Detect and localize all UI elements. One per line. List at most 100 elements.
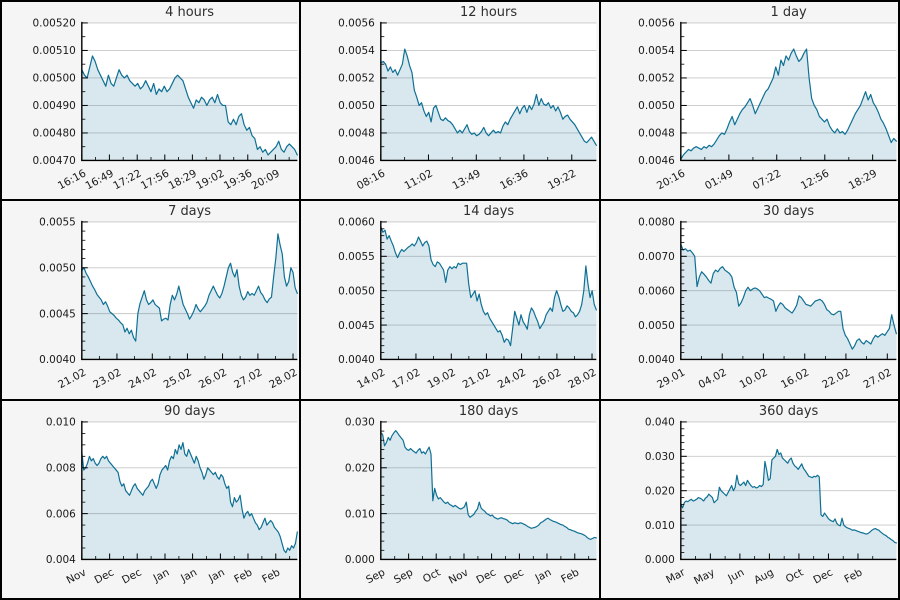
x-tick-label: 26.02 — [532, 367, 564, 392]
chart-panel: 0.0046 0.0048 0.0050 0.0052 0.0054 0.0056 08:1… — [301, 2, 599, 200]
y-tick-label: 0.0056 — [338, 18, 375, 30]
x-tick-label: Dec — [811, 566, 835, 586]
x-tick-label: Feb — [232, 566, 254, 585]
area-series — [680, 244, 897, 360]
plot-background — [381, 421, 597, 560]
chart-panel: 0.0040 0.0050 0.0060 0.0070 0.0080 29.01 04.02… — [600, 201, 898, 399]
y-tick-label: 0.010 — [644, 520, 674, 532]
y-tick-label: 0.0070 — [638, 251, 675, 263]
y-tick-label: 0.0045 — [39, 309, 76, 321]
y-tick-label: 0.0052 — [638, 73, 675, 85]
y-tick-label: 0.0046 — [638, 155, 675, 167]
chart-360-days: 0.000 0.010 0.020 0.030 0.040 Mar May Jun Aug Oct… — [644, 404, 897, 587]
x-tick-label: Sep — [364, 566, 387, 586]
x-tick-label: 14.02 — [355, 367, 387, 392]
y-tick-label: 0.040 — [644, 416, 674, 428]
area-series — [381, 430, 597, 560]
chart-title: 7 days — [168, 204, 211, 219]
y-tick-label: 0.000 — [345, 554, 375, 566]
y-tick-label: 0.0046 — [338, 155, 375, 167]
line-series — [679, 48, 897, 160]
area-series — [81, 55, 298, 161]
x-tick-label: 16:49 — [83, 167, 115, 192]
chart-title: 4 hours — [165, 5, 214, 20]
y-tick-label: 0.0040 — [638, 355, 675, 367]
x-tick-label: 18:29 — [166, 167, 198, 192]
x-tick-label: Dec — [93, 566, 117, 586]
x-tick-label: Nov — [65, 566, 89, 586]
x-tick-label: 20:09 — [249, 167, 281, 192]
x-tick-label: Oct — [783, 566, 805, 585]
y-tick-label: 0.010 — [46, 416, 76, 428]
plot-background — [381, 22, 597, 161]
x-tick-label: Dec — [120, 566, 144, 586]
x-tick-label: Jan — [206, 566, 227, 585]
area-series — [381, 49, 597, 161]
chart-panel: 0.0046 0.0048 0.0050 0.0052 0.0054 0.0056 20:1… — [600, 2, 898, 200]
x-tick-label: Dec — [475, 566, 499, 586]
x-tick-label: 19.02 — [426, 367, 458, 392]
y-tick-label: 0.00520 — [33, 18, 76, 30]
x-tick-label: 27.02 — [232, 367, 264, 392]
area-series — [680, 49, 897, 161]
x-tick-label: 29.01 — [655, 367, 687, 392]
x-tick-label: Jan — [178, 566, 199, 585]
y-tick-label: 0.0045 — [338, 320, 375, 332]
x-tick-label: 10.02 — [737, 367, 769, 392]
x-tick-label: 23.02 — [91, 367, 123, 392]
x-tick-label: 19:02 — [194, 167, 226, 192]
line-series — [380, 226, 598, 347]
x-tick-label: Mar — [664, 566, 688, 586]
chart-title: 30 days — [763, 204, 814, 219]
y-tick-label: 0.0050 — [338, 100, 375, 112]
y-tick-label: 0.010 — [345, 508, 375, 520]
area-series — [81, 442, 298, 560]
chart-title: 12 hours — [460, 5, 517, 20]
x-tick-label: 25.02 — [162, 367, 194, 392]
x-tick-label: 08:16 — [355, 167, 387, 192]
line-series — [679, 448, 897, 544]
y-tick-label: 0.0040 — [39, 355, 76, 367]
chart-title: 180 days — [459, 404, 519, 419]
plot-background — [81, 22, 298, 161]
x-tick-label: Dec — [503, 566, 527, 586]
line-series — [380, 429, 598, 540]
y-tick-label: 0.0080 — [638, 217, 675, 229]
y-tick-label: 0.030 — [644, 451, 674, 463]
x-tick-label: 24.02 — [127, 367, 159, 392]
y-tick-label: 0.0054 — [638, 45, 675, 57]
chart-1-day: 0.0046 0.0048 0.0050 0.0052 0.0054 0.0056 20:1… — [638, 5, 897, 192]
x-tick-label: 04.02 — [696, 367, 728, 392]
x-tick-label: 16:16 — [56, 167, 88, 192]
x-tick-label: Aug — [752, 566, 776, 586]
x-tick-label: 18:29 — [846, 167, 878, 192]
x-tick-label: 22.02 — [820, 367, 852, 392]
y-tick-label: 0.0048 — [338, 128, 375, 140]
plot-background — [81, 222, 298, 360]
y-tick-label: 0.0052 — [338, 73, 375, 85]
plot-background — [680, 22, 897, 161]
y-tick-label: 0.00510 — [33, 45, 76, 57]
chart-12-hours: 0.0046 0.0048 0.0050 0.0052 0.0054 0.0056 08:1… — [338, 5, 598, 192]
y-tick-label: 0.00490 — [33, 100, 76, 112]
x-tick-label: Sep — [392, 566, 415, 586]
x-tick-label: 19:36 — [222, 167, 254, 192]
line-series — [81, 55, 298, 156]
y-tick-label: 0.0060 — [338, 217, 375, 229]
y-tick-label: 0.030 — [345, 416, 375, 428]
chart-14-days: 0.0040 0.0045 0.0050 0.0055 0.0060 14.02 17.02… — [338, 204, 598, 392]
x-tick-label: 27.02 — [861, 367, 893, 392]
x-tick-label: 11:02 — [403, 167, 435, 192]
y-tick-label: 0.00480 — [33, 128, 76, 140]
x-tick-label: Jun — [725, 566, 746, 585]
x-tick-label: Jan — [151, 566, 172, 585]
x-tick-label: 12:56 — [799, 167, 831, 192]
x-tick-label: 16:36 — [498, 167, 530, 192]
x-tick-label: 24.02 — [496, 367, 528, 392]
x-tick-label: 01:49 — [703, 167, 735, 192]
x-tick-label: 21.02 — [461, 367, 493, 392]
area-series — [680, 449, 897, 560]
